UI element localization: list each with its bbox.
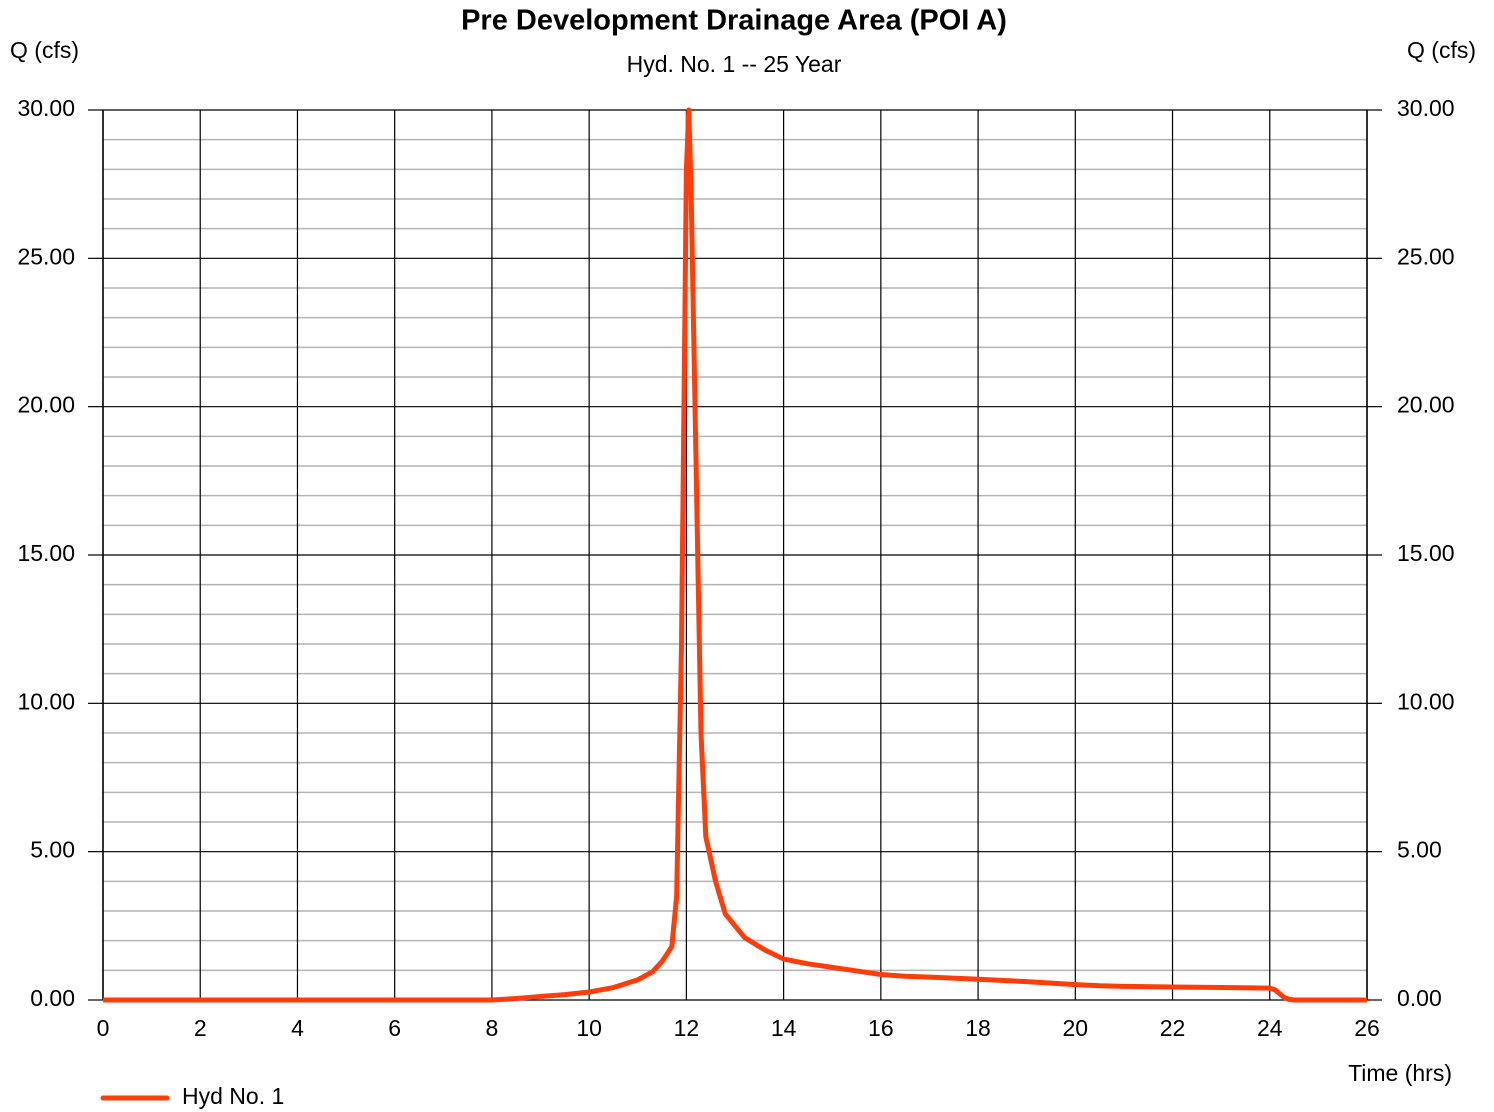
y2-tick-label: 20.00 — [1397, 392, 1455, 418]
y2-tick-label: 0.00 — [1397, 985, 1442, 1011]
y-tick-label: 20.00 — [17, 392, 75, 418]
x-tick-label: 26 — [1354, 1015, 1380, 1041]
x-tick-label: 22 — [1160, 1015, 1186, 1041]
y-tick-label: 5.00 — [30, 837, 75, 863]
x-tick-label: 20 — [1063, 1015, 1089, 1041]
legend-label: Hyd No. 1 — [182, 1083, 284, 1109]
x-tick-label: 6 — [388, 1015, 401, 1041]
y-tick-label: 30.00 — [17, 95, 75, 121]
y2-tick-label: 25.00 — [1397, 243, 1455, 269]
x-tick-label: 12 — [674, 1015, 700, 1041]
y-axis-label: Q (cfs) — [10, 37, 79, 63]
x-tick-label: 2 — [194, 1015, 207, 1041]
x-axis-label: Time (hrs) — [1348, 1060, 1452, 1086]
y-tick-label: 0.00 — [30, 985, 75, 1011]
x-tick-label: 18 — [965, 1015, 991, 1041]
y-tick-label: 15.00 — [17, 540, 75, 566]
y2-tick-label: 15.00 — [1397, 540, 1455, 566]
x-tick-label: 10 — [576, 1015, 602, 1041]
x-tick-label: 4 — [291, 1015, 304, 1041]
chart-subtitle: Hyd. No. 1 -- 25 Year — [627, 51, 842, 77]
y2-tick-label: 10.00 — [1397, 688, 1455, 714]
y2-axis-label: Q (cfs) — [1407, 37, 1476, 63]
y2-tick-label: 30.00 — [1397, 95, 1455, 121]
y2-tick-label: 5.00 — [1397, 837, 1442, 863]
x-tick-label: 16 — [868, 1015, 894, 1041]
y-tick-label: 25.00 — [17, 243, 75, 269]
chart-title: Pre Development Drainage Area (POI A) — [461, 5, 1007, 37]
x-tick-label: 24 — [1257, 1015, 1283, 1041]
y-tick-label: 10.00 — [17, 688, 75, 714]
data-line — [103, 107, 1367, 1003]
x-tick-label: 14 — [771, 1015, 797, 1041]
x-tick-label: 8 — [486, 1015, 499, 1041]
x-tick-label: 0 — [97, 1015, 110, 1041]
